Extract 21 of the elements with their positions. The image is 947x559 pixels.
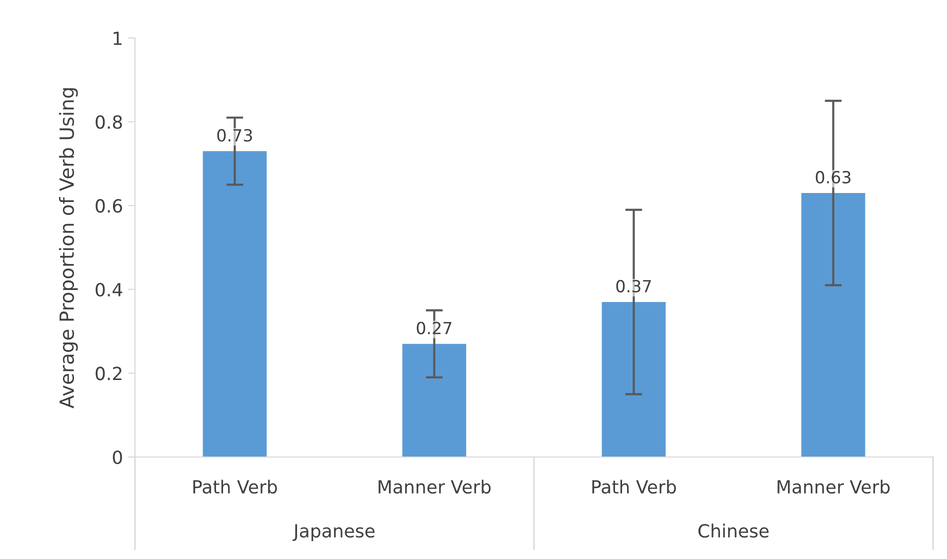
bar [402,344,466,457]
text: Japanese [292,524,375,542]
bar [602,302,666,457]
y-tick-label: 0.4 [96,282,122,297]
y-axis-title: Average Proportion of Verb Using [58,88,78,408]
data-label: 0.27 [416,322,452,334]
text: Chinese [698,524,769,538]
bar [202,151,267,457]
data-label: 0.63 [816,170,850,184]
data-label: 0.73 [217,129,252,142]
data-label: 0.37 [616,280,651,292]
y-tick-label: 0 [112,450,122,464]
x-tick-label: Path Verb [592,480,676,494]
bar [801,193,866,457]
y-tick-label: 0.8 [96,115,122,129]
x-tick-label: Manner Verb [778,480,890,494]
x-tick-label: Path Verb [193,480,277,494]
y-tick-label: 0.2 [96,366,122,380]
y-tick-label: 1 [114,32,122,45]
x-tick-label: Manner Verb [378,480,491,494]
y-tick-label: 0.6 [96,199,122,213]
